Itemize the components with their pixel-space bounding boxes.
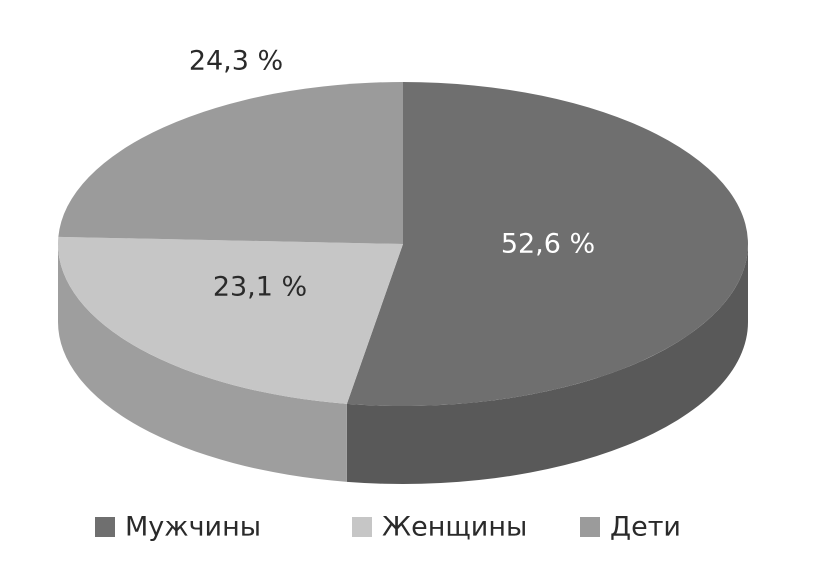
legend-swatch <box>95 517 115 537</box>
legend-label: Женщины <box>382 512 527 543</box>
slice-side <box>58 244 347 482</box>
legend-label: Дети <box>610 512 681 543</box>
slice <box>57 236 403 404</box>
legend-swatch <box>352 517 372 537</box>
value-label: 23,1 % <box>213 272 307 303</box>
value-label: 24,3 % <box>189 46 283 77</box>
slice <box>58 82 403 244</box>
slice-side <box>346 244 748 484</box>
slice <box>346 82 749 407</box>
legend-swatch <box>580 517 600 537</box>
legend-label: Мужчины <box>125 512 261 543</box>
value-label: 52,6 % <box>501 229 595 260</box>
